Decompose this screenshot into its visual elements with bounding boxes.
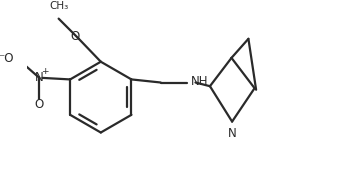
Text: CH₃: CH₃ bbox=[50, 1, 69, 11]
Text: NH: NH bbox=[191, 75, 208, 88]
Text: O: O bbox=[70, 30, 79, 43]
Text: ⁻O: ⁻O bbox=[0, 52, 14, 65]
Text: N: N bbox=[35, 71, 44, 84]
Text: O: O bbox=[35, 98, 44, 111]
Text: N: N bbox=[228, 127, 237, 140]
Text: +: + bbox=[41, 67, 49, 76]
